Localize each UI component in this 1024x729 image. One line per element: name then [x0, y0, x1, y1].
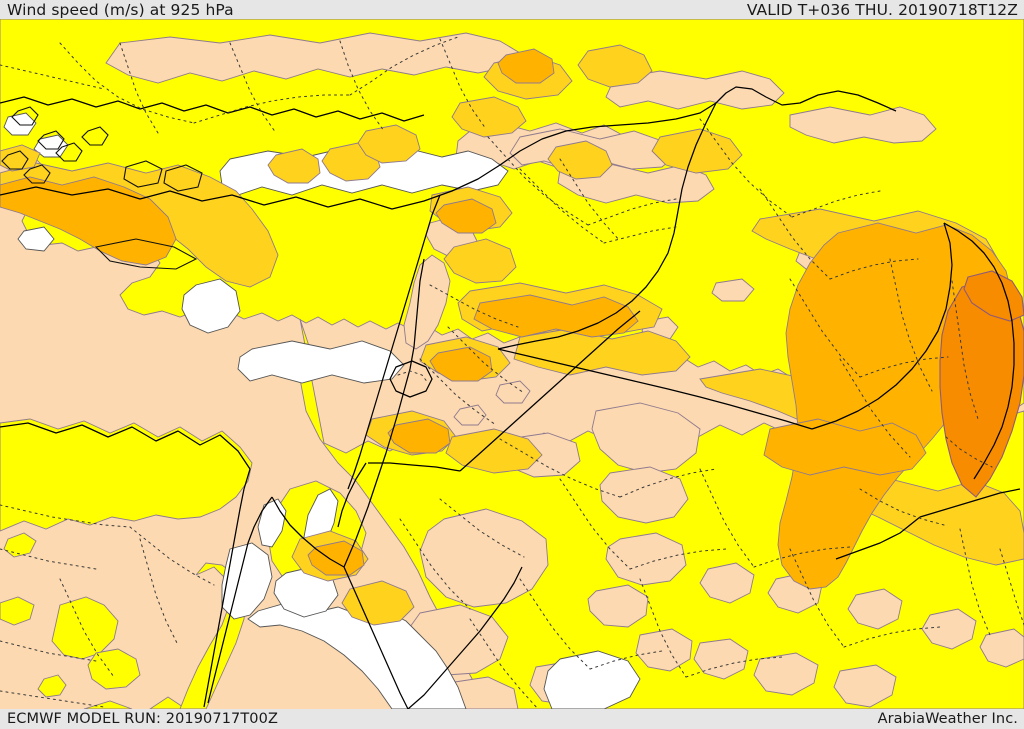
- header-bar: Wind speed (m/s) at 925 hPa VALID T+036 …: [0, 0, 1024, 19]
- province-borders: [0, 36, 1024, 709]
- contour-band-2-4-pockets: [105, 32, 1024, 709]
- credit-label: ArabiaWeather Inc.: [877, 711, 1018, 727]
- valid-time-label: VALID T+036 THU. 20190718T12Z: [746, 1, 1018, 19]
- model-run-label: ECMWF MODEL RUN: 20190717T00Z: [7, 711, 278, 727]
- coastlines: [1, 106, 203, 270]
- country-borders: [0, 86, 1021, 709]
- page-title: Wind speed (m/s) at 925 hPa: [7, 1, 234, 19]
- footer-bar: ECMWF MODEL RUN: 20190717T00Z ArabiaWeat…: [0, 709, 1024, 729]
- wind-speed-contour-svg: [0, 19, 1024, 709]
- map-canvas[interactable]: [0, 19, 1024, 709]
